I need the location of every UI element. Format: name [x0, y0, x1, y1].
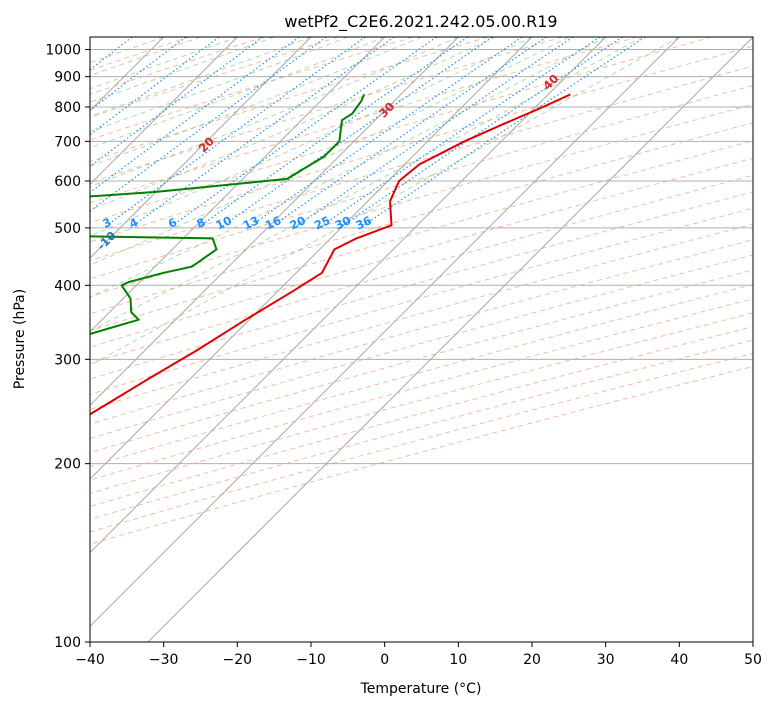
dry-adiabat	[90, 65, 753, 262]
moist-adiabat	[90, 37, 643, 332]
mixing-ratio-label: 13	[241, 213, 261, 232]
temperature-profile-line	[90, 93, 571, 416]
mixing-ratio-line	[359, 37, 646, 229]
dewpoint-profile-line	[90, 94, 366, 335]
dry-adiabat	[90, 37, 488, 163]
isotherm-gridline	[90, 37, 386, 333]
y-tick-label: 700	[54, 134, 81, 150]
x-tick-label: 10	[449, 652, 467, 668]
isotherm-gridline	[90, 37, 459, 407]
x-tick-label: −40	[75, 652, 105, 668]
dry-adiabat	[90, 223, 753, 410]
chart-title: wetPf2_C2E6.2021.242.05.00.R19	[284, 12, 557, 32]
isotherm-gridline	[90, 37, 607, 554]
mixing-ratio-line	[129, 37, 395, 229]
x-axis-label: Temperature (°C)	[360, 681, 482, 697]
moist-adiabat	[90, 37, 459, 188]
moist-adiabat	[90, 37, 680, 366]
moist-adiabat	[90, 37, 422, 167]
dry-adiabat	[90, 140, 753, 332]
x-tick-label: 30	[597, 652, 615, 668]
dry-adiabat	[90, 122, 753, 315]
moist-adiabat	[90, 37, 385, 149]
mixing-ratio-line	[168, 37, 437, 229]
y-tick-label: 900	[54, 70, 81, 86]
y-tick-label: 400	[54, 278, 81, 294]
y-tick-label: 500	[54, 221, 81, 237]
dry-adiabat	[90, 37, 264, 95]
y-axis-label: Pressure (hPa)	[12, 289, 28, 389]
mixing-ratio-line	[269, 37, 547, 229]
mixing-ratio-line	[90, 37, 327, 212]
dry-adiabat	[90, 326, 753, 507]
moist-adiabat	[90, 37, 496, 211]
mixing-ratio-label: 36	[353, 213, 373, 232]
y-tick-label: 600	[54, 174, 81, 190]
dry-adiabat	[90, 283, 753, 468]
x-tick-label: −20	[223, 652, 253, 668]
mixing-ratio-line	[197, 37, 468, 229]
y-tick-label: 300	[54, 352, 81, 368]
x-tick-label: 20	[523, 652, 541, 668]
mixing-ratio-label: 20	[287, 213, 307, 232]
x-tick-label: 50	[744, 652, 762, 668]
dry-adiabat	[90, 37, 712, 224]
mixing-ratio-label: 10	[214, 213, 234, 232]
y-tick-label: 1000	[45, 43, 81, 59]
mixing-ratio-label: 16	[263, 213, 283, 232]
moist-adiabat	[90, 37, 201, 77]
dry-adiabat	[90, 191, 753, 380]
mixing-ratio-label: 30	[333, 213, 353, 232]
y-tick-label: 800	[54, 100, 81, 116]
dry-adiabat	[90, 298, 753, 481]
plot-frame	[89, 36, 754, 643]
moist-adiabat	[90, 37, 606, 298]
moist-adiabat	[90, 37, 570, 266]
y-tick-label: 200	[54, 457, 81, 473]
y-tick-label: 100	[54, 635, 81, 651]
mixing-ratio-line	[338, 37, 623, 229]
mixing-ratio-line	[220, 37, 493, 229]
dry-adiabat	[90, 37, 339, 118]
dry-adiabat	[90, 239, 753, 425]
x-tick-label: −10	[296, 652, 326, 668]
isotherm-gridline	[90, 37, 238, 186]
mixing-ratio-line	[247, 37, 523, 229]
isotherm-gridline	[90, 37, 680, 628]
isotherm-gridline	[147, 37, 753, 642]
x-tick-label: −30	[149, 652, 179, 668]
x-tick-label: 0	[380, 652, 389, 668]
dry-adiabat	[90, 339, 753, 520]
isotherm-gridline	[90, 37, 533, 480]
mixing-ratio-label: 25	[312, 213, 332, 232]
mixing-ratio-line	[90, 37, 220, 136]
x-tick-label: 40	[670, 652, 688, 668]
mixing-ratio-line	[103, 37, 366, 229]
